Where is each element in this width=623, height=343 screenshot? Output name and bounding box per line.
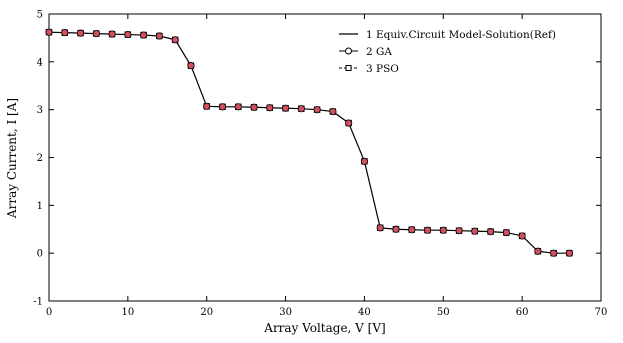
ga-point xyxy=(76,29,85,37)
ga-point xyxy=(471,227,479,235)
ga-point xyxy=(550,249,558,257)
ga-point xyxy=(392,225,400,233)
legend-marker-pso xyxy=(345,65,352,71)
ga-point xyxy=(61,29,69,37)
ga-point xyxy=(297,105,305,113)
ga-point xyxy=(108,30,116,38)
ga-point xyxy=(502,228,510,237)
ga-point xyxy=(455,227,463,235)
x-tick-label: 20 xyxy=(200,307,213,318)
legend-label-ga: 2 GA xyxy=(366,46,392,58)
ga-point xyxy=(171,36,179,44)
ga-point xyxy=(45,28,53,36)
ga-point xyxy=(218,103,227,111)
ga-point xyxy=(329,107,337,116)
legend: 1 Equiv.Circuit Model-Solution(Ref) 2 GA… xyxy=(334,22,594,78)
series-layer xyxy=(45,28,574,257)
ga-point xyxy=(187,62,195,70)
x-tick-label: 70 xyxy=(595,307,608,318)
x-tick-label: 60 xyxy=(516,307,529,318)
ga-point xyxy=(518,232,526,240)
y-tick-label: 2 xyxy=(37,153,43,164)
ga-point xyxy=(360,157,369,165)
axis-ticks xyxy=(48,13,602,302)
ga-point xyxy=(345,119,353,127)
y-tick-label: 1 xyxy=(37,201,43,212)
legend-label-ref: 1 Equiv.Circuit Model-Solution(Ref) xyxy=(366,29,556,41)
ga-point xyxy=(408,226,416,234)
ga-point xyxy=(439,226,447,234)
legend-box xyxy=(334,22,594,78)
ga-point xyxy=(534,247,542,255)
x-axis-title: Array Voltage, V [V] xyxy=(263,321,385,335)
legend-label-pso: 3 PSO xyxy=(366,63,399,75)
y-tick-label: 0 xyxy=(37,249,43,260)
ga-point xyxy=(234,103,242,111)
ga-point xyxy=(376,224,384,232)
y-tick-label: -1 xyxy=(33,297,43,308)
ga-point xyxy=(124,30,132,39)
ga-point xyxy=(486,228,495,236)
x-tick-label: 10 xyxy=(121,307,134,318)
ga-point xyxy=(313,106,321,114)
x-tick-label: 50 xyxy=(437,307,450,318)
x-tick-label: 30 xyxy=(279,307,292,318)
ga-point xyxy=(423,226,432,234)
ga-point xyxy=(250,103,258,111)
ga-point xyxy=(140,31,148,39)
legend-marker-ga xyxy=(345,47,352,55)
y-tick-label: 5 xyxy=(37,10,43,21)
ga-point xyxy=(266,104,274,112)
y-tick-label: 3 xyxy=(37,105,43,116)
y-tick-label: 4 xyxy=(37,57,43,68)
ga-point xyxy=(92,30,100,38)
ga-point xyxy=(203,102,211,110)
x-tick-label: 0 xyxy=(46,307,52,318)
ga-point xyxy=(565,249,574,257)
ga-point xyxy=(155,32,163,40)
ga-point xyxy=(281,104,290,112)
series-line-ref xyxy=(48,31,570,254)
y-axis-title: Array Current, I [A] xyxy=(5,98,19,219)
x-tick-label: 40 xyxy=(358,307,371,318)
